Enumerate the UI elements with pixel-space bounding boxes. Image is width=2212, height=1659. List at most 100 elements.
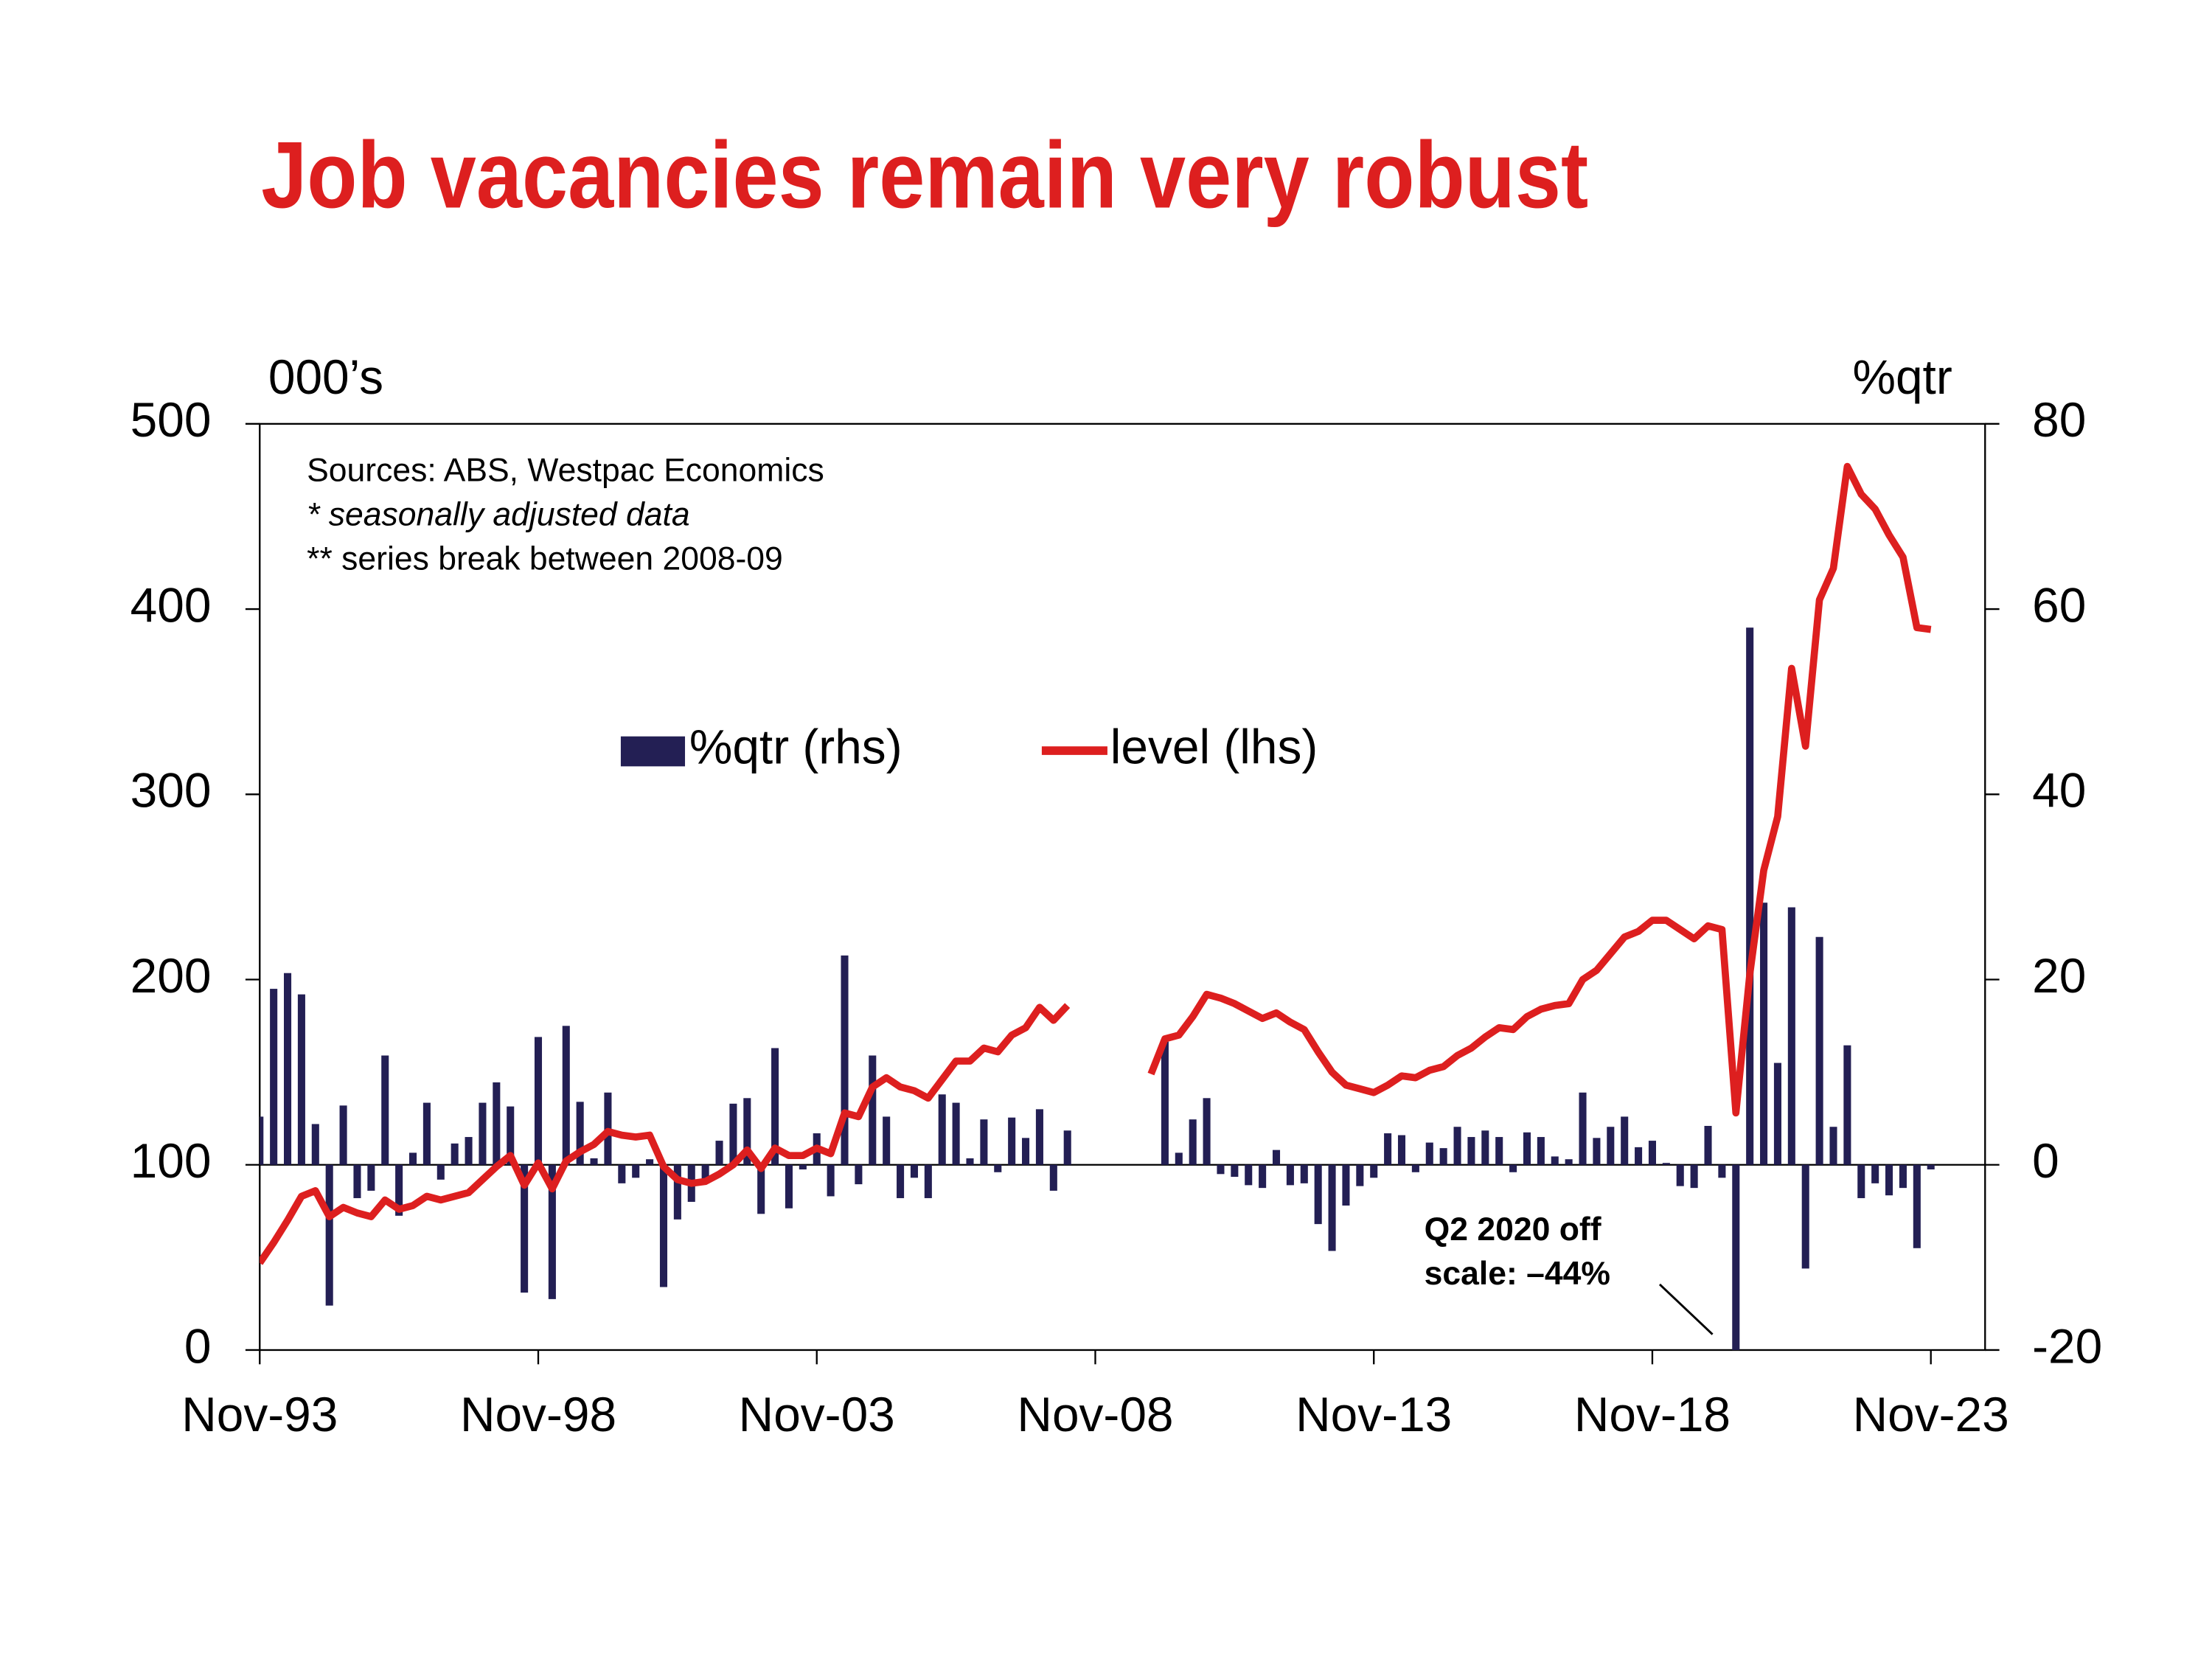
y-tick-label: 400 [131,577,212,632]
y-tick-label: 100 [131,1133,212,1188]
y-tick-label: 300 [131,763,212,818]
y2-tick-label: 80 [2032,392,2086,447]
bar [1885,1164,1893,1196]
x-tick-label: Nov-08 [1017,1387,1173,1441]
bar [827,1164,835,1197]
bar [1272,1150,1281,1165]
bar [869,1055,877,1165]
bar [924,1164,932,1198]
y2-tick-label: 40 [2032,763,2086,818]
bar [1286,1164,1294,1186]
bar [548,1164,556,1299]
bar [1593,1138,1601,1165]
note: * seasonally adjusted data [307,496,690,532]
annotation: scale: –44% [1425,1256,1610,1292]
bar [1259,1164,1267,1189]
bar [994,1164,1002,1172]
bar [897,1164,905,1198]
bar [562,1026,570,1165]
bar [1857,1164,1865,1198]
bar [1801,1164,1809,1269]
bar [325,1164,333,1306]
y-tick-label: 0 [184,1318,212,1373]
plot-frame [259,422,1986,1352]
bar [367,1164,375,1191]
bar [1509,1164,1517,1172]
y2-tick-label: 0 [2032,1133,2059,1188]
y2-tick-label: 20 [2032,948,2086,1003]
bar [270,989,278,1165]
bar [1787,907,1795,1165]
bar [1773,1062,1781,1165]
bar [1189,1119,1197,1165]
bar [1829,1127,1837,1165]
bar [1245,1164,1253,1186]
bar [729,1103,737,1165]
bar [743,1098,751,1165]
note: Sources: ABS, Westpac Economics [307,452,824,488]
bar [284,973,292,1165]
bar [1035,1109,1043,1165]
bar [1217,1164,1225,1175]
bar [297,994,305,1165]
bar [1481,1130,1489,1165]
line [260,462,1932,1265]
chart-title: Job vacancies remain very robust [261,122,1588,228]
bar [408,1152,417,1165]
bar [618,1164,626,1183]
bar [632,1164,640,1178]
y-axis-label: 000’s [268,349,383,404]
bar [1231,1164,1239,1178]
bar [1635,1147,1643,1165]
annotation: Q2 2020 off [1425,1211,1601,1248]
plot-area [260,462,1986,1350]
bar [1022,1138,1030,1165]
legend-label: %qtr (rhs) [689,719,902,773]
bar [1300,1164,1308,1183]
bar [395,1164,403,1216]
bar [479,1102,487,1165]
y2-axis-label: %qtr [1852,349,1952,404]
x-tick-label: Nov-13 [1295,1387,1452,1441]
bar [952,1102,960,1165]
bar [1453,1127,1461,1165]
legend-label: level (lhs) [1110,719,1318,773]
bar [1314,1164,1322,1225]
bar [465,1137,473,1165]
note: ** series break between 2008-09 [307,540,783,577]
bar [1397,1135,1406,1165]
bar [1704,1125,1712,1165]
bar [353,1164,361,1198]
y-tick-label: 500 [131,392,212,447]
bar [534,1037,543,1165]
bar [1161,1041,1169,1165]
x-tick-label: Nov-93 [181,1387,338,1441]
x-tick-label: Nov-03 [739,1387,895,1441]
bar [1676,1164,1684,1186]
bar [1342,1164,1350,1206]
plot: 0 100 200 300 400 500 -20 0 20 40 60 80 Nov-93 Nov-98… [131,392,2103,1441]
y2-tick-label: -20 [2032,1318,2102,1373]
bar [1370,1164,1378,1178]
bar [673,1164,681,1220]
bar [381,1055,389,1165]
bar [590,1158,598,1165]
x-tick-label: Nov-23 [1853,1387,2009,1441]
bar [1328,1164,1336,1251]
bar [883,1116,891,1165]
bar [799,1164,807,1170]
bar [1843,1045,1851,1165]
bar [437,1164,445,1180]
bar [659,1164,668,1287]
bar [771,1048,779,1165]
bar [422,1102,431,1165]
bar [757,1164,765,1214]
legend-swatch [620,736,686,767]
y-tick-label: 200 [131,948,212,1003]
bar [1732,1164,1740,1350]
bar [1871,1164,1879,1183]
bar [1439,1148,1447,1165]
bar [1899,1164,1907,1189]
bar [260,1116,264,1165]
